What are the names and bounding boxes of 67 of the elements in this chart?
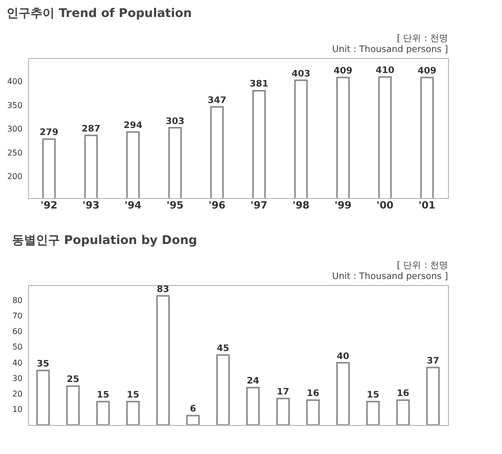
y-tick-label: 200 [7, 172, 22, 182]
data-label: 45 [216, 344, 230, 354]
data-label: 381 [250, 80, 268, 90]
data-label: 294 [124, 121, 142, 132]
data-label: 15 [96, 390, 110, 401]
y-tick-label: 60 [12, 327, 22, 336]
text: Unit : Thousand persons ] [332, 272, 448, 282]
y-tick-label: 300 [7, 124, 22, 134]
data-label: 303 [166, 116, 184, 127]
x-tick-label: '93 [82, 200, 100, 212]
chart-title: 동별인구 Population by Dong [12, 233, 198, 247]
y-tick-label: 50 [12, 342, 22, 352]
bar [126, 400, 140, 425]
y-tick-label: 30 [12, 374, 22, 383]
text: [ 단위 : 천명 [396, 261, 448, 271]
y-tick-label: 350 [7, 100, 22, 110]
bar [96, 400, 110, 425]
y-tick-label: 70 [12, 312, 22, 321]
x-tick-label: '98 [292, 200, 310, 212]
data-label: 409 [418, 66, 436, 76]
data-label: 15 [126, 390, 140, 401]
chart-title: 인구추이 Trend of Population [6, 6, 192, 20]
x-tick-label: '94 [124, 200, 142, 212]
y-tick-label: 400 [7, 77, 22, 86]
data-label: 24 [246, 376, 260, 387]
bar [156, 295, 170, 425]
bar [396, 399, 410, 425]
x-tick-label: '00 [376, 200, 394, 212]
bar [186, 414, 200, 425]
bar [276, 398, 290, 425]
y-tick-label: 20 [12, 389, 22, 398]
y-tick-label: 40 [12, 358, 22, 368]
data-label: 15 [366, 390, 380, 401]
data-label: 287 [82, 124, 100, 134]
x-tick-label: '95 [166, 200, 184, 212]
x-tick-label: '97 [250, 200, 268, 212]
data-label: 25 [66, 375, 80, 386]
data-label: 347 [208, 96, 226, 106]
bar [366, 400, 380, 425]
data-label: 16 [306, 389, 320, 400]
bar [246, 386, 260, 425]
data-label: 16 [396, 389, 410, 400]
data-label: 403 [292, 69, 310, 80]
x-tick-label: '01 [418, 200, 436, 212]
bar [36, 370, 50, 425]
bar [426, 366, 440, 425]
data-label: 83 [156, 284, 170, 295]
bar [66, 385, 80, 425]
data-label: 40 [336, 352, 350, 362]
data-label: 37 [426, 356, 440, 366]
x-tick-label: '92 [40, 200, 58, 212]
y-tick-label: 80 [12, 296, 22, 306]
data-label: 35 [36, 360, 50, 370]
bar [306, 399, 320, 425]
data-label: 17 [276, 388, 290, 398]
text: Unit : Thousand persons ] [332, 45, 448, 55]
text: [ 단위 : 천명 [396, 34, 448, 44]
x-tick-label: '99 [334, 200, 352, 212]
x-tick-label: '96 [208, 200, 226, 212]
bar [216, 354, 230, 425]
y-tick-label: 10 [12, 404, 22, 414]
y-tick-label: 250 [7, 148, 22, 158]
data-label: 410 [376, 66, 394, 76]
data-label: 6 [190, 404, 196, 415]
data-label: 279 [40, 128, 58, 138]
bar [336, 362, 350, 425]
data-label: 409 [334, 66, 352, 76]
